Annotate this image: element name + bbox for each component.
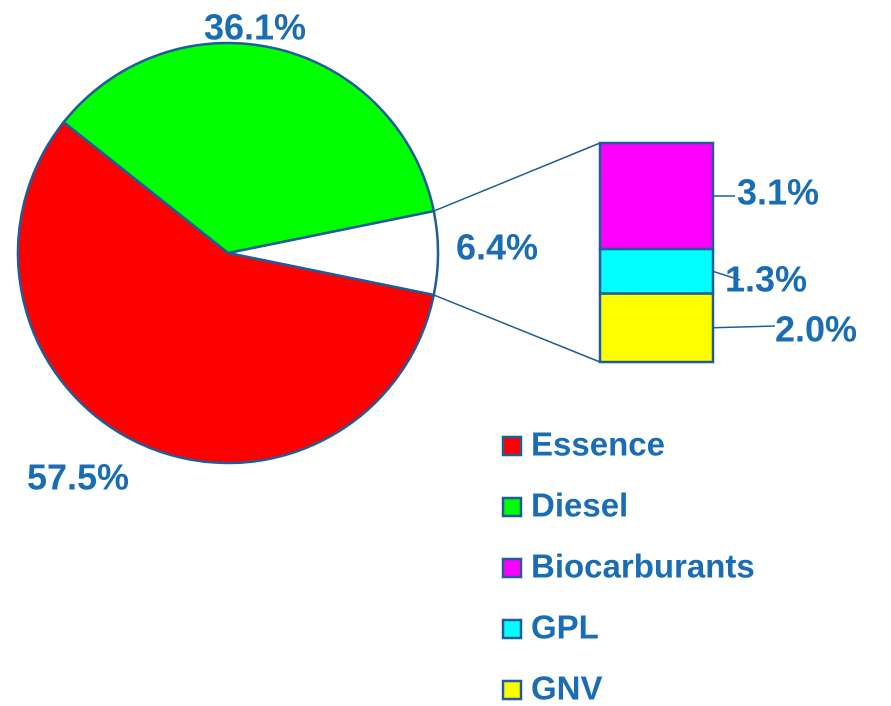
legend-swatch <box>501 496 523 518</box>
legend-label: Essence <box>531 426 665 463</box>
leader-line <box>712 270 741 281</box>
leader-line <box>712 325 776 329</box>
pie-slice <box>61 41 436 255</box>
legend-label: GNV <box>531 670 603 706</box>
bar-segment <box>598 141 715 251</box>
segment-label: 2.0% <box>775 309 857 350</box>
legend-swatch <box>501 679 523 701</box>
connector <box>433 142 601 212</box>
pie-slice <box>16 120 436 465</box>
segment-label: 1.3% <box>725 259 807 300</box>
legend-label: Biocarburants <box>531 548 755 585</box>
legend-label: Diesel <box>531 487 628 524</box>
segment-label: 3.1% <box>737 172 819 213</box>
legend-swatch <box>501 618 523 640</box>
bar-segment <box>598 247 715 295</box>
slice-label: 36.1% <box>204 7 306 48</box>
legend-label: GPL <box>531 609 599 646</box>
slice-label: 57.5% <box>27 457 129 498</box>
connector <box>433 294 601 363</box>
bar-segment <box>598 292 715 364</box>
slice-label: 6.4% <box>456 227 538 268</box>
legend-swatch <box>501 557 523 579</box>
legend-swatch <box>501 435 523 457</box>
